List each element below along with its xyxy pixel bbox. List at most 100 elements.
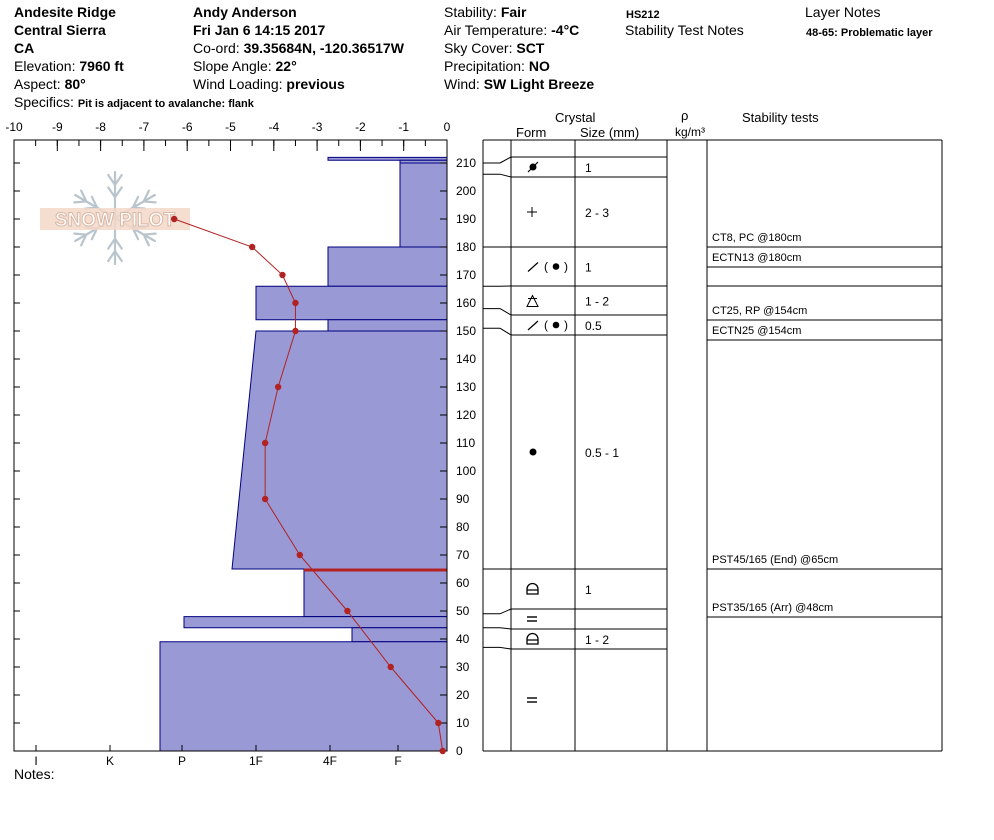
crystal-header: Crystal xyxy=(555,110,596,125)
snowflake-branch xyxy=(113,186,123,199)
temperature-point xyxy=(387,663,394,671)
aspect: Aspect: 80° xyxy=(14,76,86,92)
snowflake-branch xyxy=(113,237,123,250)
temperature-point xyxy=(274,383,282,391)
layer-connector xyxy=(499,608,512,615)
temperature-tick-label: -6 xyxy=(182,120,193,134)
rounds-faceting-icon xyxy=(527,262,539,272)
stability-test-result: PST35/165 (Arr) @48cm xyxy=(712,602,833,614)
snowflake-branch xyxy=(113,250,123,263)
temperature-tick-label: -9 xyxy=(52,120,63,134)
hardness-tick-label: P xyxy=(178,754,186,768)
hardness-bar xyxy=(303,568,448,618)
depth-tick-label: 140 xyxy=(456,352,476,366)
snowflake-branch xyxy=(107,173,117,186)
rounds-faceting-paren: ( xyxy=(544,260,548,274)
air-temperature: Air Temperature: -4°C xyxy=(444,22,580,38)
crystal-size: 1 - 2 xyxy=(585,295,609,309)
temperature-point xyxy=(248,243,256,251)
depth-tick-label: 110 xyxy=(456,436,475,450)
layer-note: 48-65: Problematic layer xyxy=(806,27,933,39)
depth-tick-label: 50 xyxy=(456,604,470,618)
temperature-point xyxy=(292,299,299,307)
depth-tick-label: 130 xyxy=(456,380,476,394)
depth-tick-label: 20 xyxy=(456,688,470,702)
layer-connector xyxy=(499,627,512,630)
snowflake-branch xyxy=(131,227,140,241)
hardness-tick-label: K xyxy=(106,754,114,768)
hardness-tick-label: 4F xyxy=(323,754,337,768)
depth-tick-label: 90 xyxy=(456,492,470,506)
state: CA xyxy=(14,40,35,56)
temperature-tick-label: -2 xyxy=(355,120,366,134)
density-unit-header: kg/m³ xyxy=(675,125,705,139)
temperature-tick-label: -3 xyxy=(312,120,323,134)
depth-tick-label: 10 xyxy=(456,716,470,730)
depth-tick-label: 30 xyxy=(456,660,470,674)
depth-tick-label: 40 xyxy=(456,632,470,646)
layer-connector xyxy=(499,173,512,178)
notes-label: Notes: xyxy=(14,766,55,782)
temperature-tick-label: 0 xyxy=(444,120,451,134)
temperature-point xyxy=(261,495,269,503)
layer-connector xyxy=(499,646,512,650)
hardness-bar xyxy=(183,616,448,629)
precipitation: Precipitation: NO xyxy=(444,58,550,74)
rounds-faceting-paren: ( xyxy=(544,318,548,332)
snowflake-branch xyxy=(80,233,88,247)
snowpilot-logo: SNOW PILOT xyxy=(40,170,190,266)
depth-tick-label: 0 xyxy=(456,744,463,758)
facets-rounding-icon xyxy=(526,294,539,307)
snowflake-branch xyxy=(90,227,99,241)
rounds-faceting-icon xyxy=(527,320,539,331)
snowflake-branch xyxy=(73,200,88,204)
snowflake-branch xyxy=(107,237,117,250)
hardness-bar xyxy=(255,285,448,321)
depth-tick-label: 190 xyxy=(456,212,476,226)
mountain-range: Central Sierra xyxy=(14,22,106,38)
temperature-point xyxy=(261,439,269,447)
depth-tick-label: 200 xyxy=(456,184,476,198)
snowflake-branch xyxy=(107,250,117,263)
temperature-tick-label: -8 xyxy=(95,120,106,134)
depth-hoar-icon xyxy=(526,582,539,595)
stability-test-result: ECTN13 @180cm xyxy=(712,252,801,264)
depth-tick-label: 210 xyxy=(456,156,476,170)
temperature-point xyxy=(279,271,286,279)
crystal-size: 0.5 xyxy=(585,319,602,333)
hardness-tick-label: F xyxy=(394,754,401,768)
snowflake-branch xyxy=(113,173,123,186)
hardness-bar xyxy=(327,246,448,287)
rounds-faceting-dot xyxy=(552,321,560,329)
snow-height: HS212 xyxy=(626,9,660,21)
hardness-tick-label: 1F xyxy=(249,754,263,768)
hardness-bar xyxy=(399,162,448,248)
rounds-faceting-paren: ) xyxy=(564,318,568,332)
slope-angle: Slope Angle: 22° xyxy=(193,58,297,74)
temperature-point xyxy=(171,215,178,223)
layer-connector xyxy=(499,327,512,336)
hardness-tick-label: I xyxy=(34,754,37,768)
snowflake-branch xyxy=(142,233,150,247)
crystal-size: 0.5 - 1 xyxy=(585,446,619,460)
stability-test-result: CT8, PC @180cm xyxy=(712,232,801,244)
snowflake-branch xyxy=(131,195,140,209)
depth-tick-label: 60 xyxy=(456,576,470,590)
layer-notes-title: Layer Notes xyxy=(805,4,881,20)
snowflake-branch xyxy=(80,189,88,203)
form-header: Form xyxy=(516,125,547,140)
specifics: Specifics: Pit is adjacent to avalanche:… xyxy=(14,94,254,110)
hardness-bar xyxy=(231,330,448,570)
temperature-tick-label: -10 xyxy=(5,120,23,134)
depth-tick-label: 70 xyxy=(456,548,470,562)
temperature-point xyxy=(296,551,303,559)
snowflake-branch xyxy=(142,200,157,204)
temperature-point xyxy=(439,747,446,755)
temperature-point xyxy=(344,607,351,615)
stability-test-notes-title: Stability Test Notes xyxy=(625,22,744,38)
temperature-tick-label: -5 xyxy=(225,120,236,134)
rounds-faceting-dot xyxy=(552,263,560,270)
snowflake-branch xyxy=(107,186,117,199)
depth-tick-label: 160 xyxy=(456,296,476,310)
